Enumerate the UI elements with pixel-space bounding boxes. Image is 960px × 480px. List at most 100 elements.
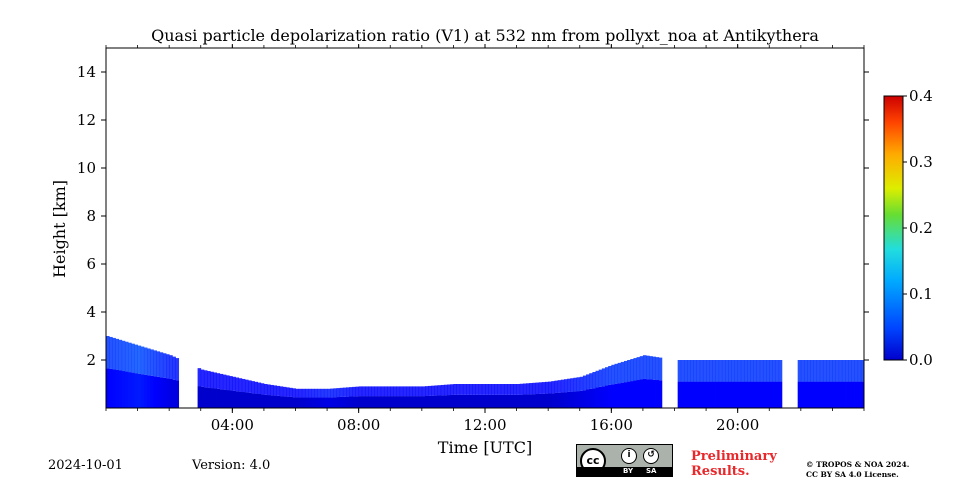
- heatmap-cell-high: [226, 375, 230, 391]
- plot-area: 04:00 08:00 12:00 16:00 20:00 2 4 6 8 10 12 14: [77, 44, 869, 434]
- heatmap-cell-high: [140, 346, 145, 375]
- heatmap-cell-low: [166, 378, 170, 408]
- heatmap-cell-low: [276, 395, 281, 408]
- heatmap-cell-high: [766, 360, 770, 382]
- heatmap-cell-low: [772, 381, 776, 408]
- chart-title: Quasi particle depolarization ratio (V1)…: [151, 26, 819, 45]
- heatmap-cell-low: [443, 395, 448, 408]
- colorbar-tick-label: 0.2: [909, 219, 933, 237]
- heatmap-cell-low: [611, 384, 615, 408]
- heatmap-cell-low: [702, 381, 707, 408]
- heatmap-cell-high: [147, 348, 151, 376]
- heatmap-cell-high: [605, 367, 609, 386]
- heatmap-cell-low: [819, 381, 824, 408]
- heatmap-cell-low: [845, 381, 849, 408]
- version-label: Version: 4.0: [192, 458, 271, 473]
- heatmap-cell-high: [516, 384, 521, 395]
- heatmap-cell-low: [709, 381, 713, 408]
- heatmap-cell-low: [838, 381, 843, 408]
- heatmap-cell-low: [535, 394, 540, 408]
- heatmap-cell-low: [267, 395, 271, 408]
- heatmap-cell-low: [756, 381, 761, 408]
- heatmap-cell-high: [327, 388, 331, 398]
- heatmap-cell-low: [753, 381, 758, 408]
- heatmap-cell-low: [516, 394, 521, 408]
- heatmap-cell-low: [725, 381, 729, 408]
- heatmap-cell-low: [469, 394, 473, 408]
- heatmap-cell-high: [860, 360, 865, 382]
- heatmap-cell-high: [778, 360, 783, 382]
- heatmap-cell-low: [810, 381, 814, 408]
- heatmap-cell-low: [143, 374, 148, 408]
- heatmap-cell-high: [475, 384, 480, 395]
- heatmap-cell-high: [601, 368, 606, 387]
- heatmap-cell-low: [311, 397, 315, 408]
- heatmap-cell-low: [803, 381, 808, 408]
- heatmap-cell-low: [387, 396, 391, 408]
- heatmap-cell-high: [725, 360, 729, 382]
- heatmap-cell-low: [627, 381, 631, 408]
- heatmap-cell-high: [314, 388, 319, 398]
- heatmap-cell-high: [652, 356, 656, 380]
- heatmap-cell-low: [769, 381, 773, 408]
- heatmap-cell-high: [175, 358, 180, 381]
- colorbar: 0.0 0.1 0.2 0.3 0.4: [883, 87, 933, 369]
- heatmap-cell-low: [797, 381, 802, 408]
- heatmap-cell-low: [418, 396, 423, 408]
- heatmap-cell-low: [197, 386, 202, 408]
- heatmap-cell-high: [169, 355, 173, 379]
- heatmap-cell-high: [491, 384, 495, 395]
- heatmap-cell-high: [219, 373, 224, 390]
- heatmap-cell-high: [304, 388, 309, 398]
- heatmap-cell-high: [835, 360, 840, 382]
- heatmap-cell-low: [434, 395, 439, 408]
- heatmap-cell-low: [731, 381, 735, 408]
- heatmap-cell-high: [737, 360, 742, 382]
- heatmap-cell-low: [652, 379, 656, 408]
- heatmap-cell-low: [655, 380, 660, 408]
- heatmap-cell-low: [286, 396, 290, 408]
- colorbar-tick-label: 0.0: [909, 351, 933, 369]
- heatmap-cell-low: [775, 381, 780, 408]
- heatmap-cell-high: [576, 377, 581, 392]
- heatmap-cell-low: [551, 393, 555, 408]
- heatmap-cell-low: [747, 381, 751, 408]
- heatmap-cell-low: [529, 394, 533, 408]
- heatmap-cell-low: [421, 396, 426, 408]
- heatmap-cell-low: [680, 381, 685, 408]
- preliminary-notice: Preliminary Results.: [691, 449, 777, 479]
- heatmap-cell-low: [437, 395, 442, 408]
- heatmap-cell-low: [829, 381, 833, 408]
- y-tick-label: 10: [77, 159, 96, 177]
- heatmap-cell-high: [415, 386, 420, 397]
- heatmap-cell-high: [810, 360, 814, 382]
- heatmap-cell-low: [371, 396, 375, 408]
- heatmap-cell-high: [421, 386, 426, 397]
- heatmap-cell-low: [106, 368, 110, 408]
- heatmap-cell-low: [478, 394, 483, 408]
- heatmap-cell-low: [333, 397, 337, 408]
- heatmap-cell-low: [415, 396, 420, 408]
- heatmap-cell-low: [500, 394, 505, 408]
- heatmap-cell-high: [683, 360, 688, 382]
- heatmap-cell-low: [617, 383, 622, 408]
- heatmap-cell-low: [409, 396, 413, 408]
- heatmap-cell-high: [216, 373, 221, 389]
- heatmap-cell-low: [841, 381, 846, 408]
- heatmap-cell-high: [162, 353, 167, 378]
- heatmap-cell-high: [658, 357, 663, 381]
- heatmap-cell-high: [481, 384, 486, 395]
- heatmap-cell-low: [579, 390, 584, 408]
- heatmap-cell-high: [399, 386, 404, 397]
- heatmap-cell-low: [257, 394, 262, 408]
- heatmap-cell-low: [766, 381, 770, 408]
- heatmap-cell-high: [541, 382, 546, 394]
- heatmap-cell-high: [769, 360, 773, 382]
- cc-license-badge[interactable]: cc i ↺ BY SA: [576, 444, 673, 477]
- y-tick-label: 2: [86, 351, 96, 369]
- heatmap-cell-high: [197, 368, 202, 387]
- heatmap-cell-low: [124, 371, 129, 408]
- copyright-notice: © TROPOS & NOA 2024. CC BY SA 4.0 Licens…: [806, 460, 909, 480]
- heatmap-cell-high: [503, 384, 508, 395]
